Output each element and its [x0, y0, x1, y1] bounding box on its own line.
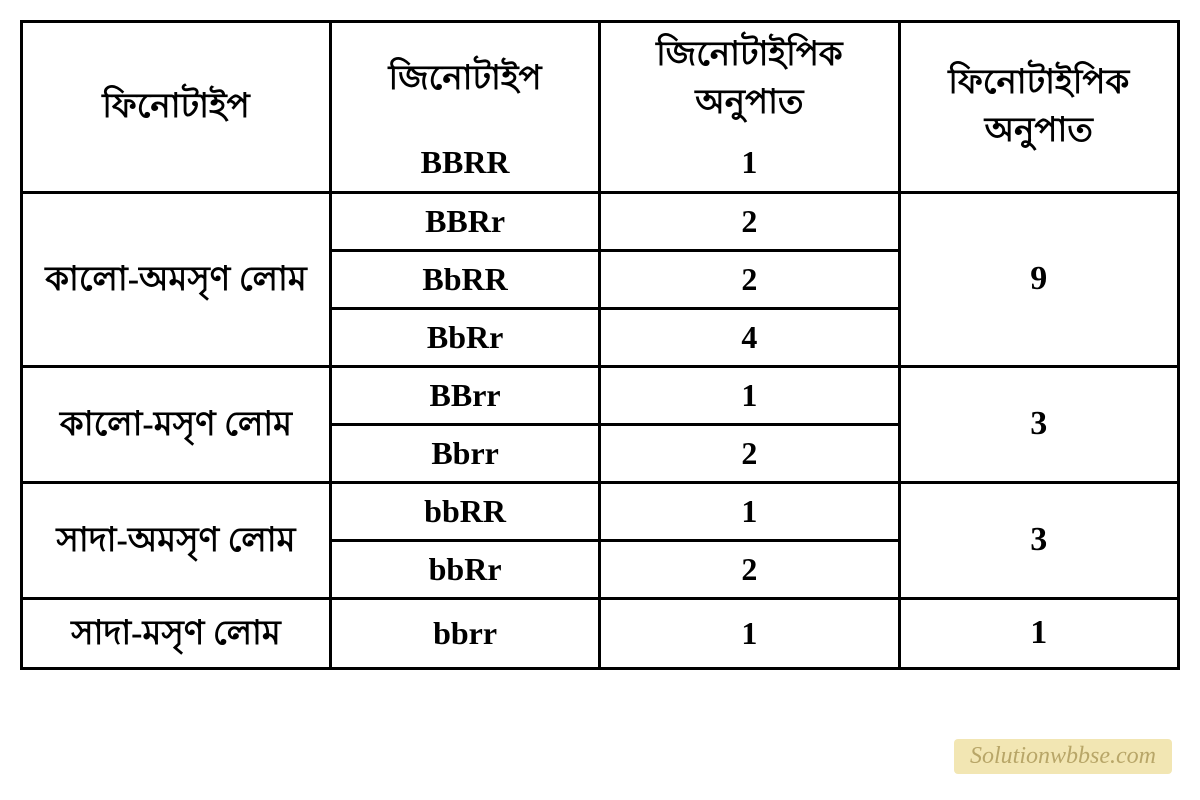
genotypic-ratio-cell: 2 — [600, 192, 899, 250]
table-row: সাদা-অমসৃণ লোম bbRR 1 3 — [22, 482, 1179, 540]
phenotype-cell: সাদা-মসৃণ লোম — [22, 598, 331, 668]
table-row: কালো-মসৃণ লোম BBrr 1 3 — [22, 366, 1179, 424]
genotypic-ratio-cell: 2 — [600, 424, 899, 482]
genotype-cell: bbRR — [330, 482, 599, 540]
genotypic-ratio-cell: 1 — [600, 482, 899, 540]
genotype-cell: BbRR — [330, 250, 599, 308]
table-row: কালো-অমসৃণ লোম BBRr 2 9 — [22, 192, 1179, 250]
genotypic-ratio-cell: 4 — [600, 308, 899, 366]
phenotype-cell: কালো-মসৃণ লোম — [22, 366, 331, 482]
table-row: সাদা-মসৃণ লোম bbrr 1 1 — [22, 598, 1179, 668]
genotype-cell: bbRr — [330, 540, 599, 598]
genotypic-ratio-cell: 2 — [600, 250, 899, 308]
phenotype-cell: কালো-অমসৃণ লোম — [22, 192, 331, 366]
header-genotypic-ratio: জিনোটাইপিক অনুপাত — [600, 22, 899, 135]
phenotypic-ratio-cell: 9 — [899, 192, 1178, 366]
genotype-cell: Bbrr — [330, 424, 599, 482]
genotype-cell: BBRr — [330, 192, 599, 250]
header-phenotypic-ratio: ফিনোটাইপিক অনুপাত — [899, 22, 1178, 193]
header-phenotype: ফিনোটাইপ — [22, 22, 331, 193]
phenotypic-ratio-cell: 3 — [899, 366, 1178, 482]
genotypic-ratio-cell: 2 — [600, 540, 899, 598]
watermark-badge: Solutionwbbse.com — [954, 739, 1172, 774]
phenotypic-ratio-cell: 1 — [899, 598, 1178, 668]
phenotypic-ratio-cell: 3 — [899, 482, 1178, 598]
genotypic-ratio-cell: 1 — [600, 598, 899, 668]
header-genotype: জিনোটাইপ — [330, 22, 599, 135]
table-header-row: ফিনোটাইপ জিনোটাইপ জিনোটাইপিক অনুপাত ফিনো… — [22, 22, 1179, 135]
phenotype-cell: সাদা-অমসৃণ লোম — [22, 482, 331, 598]
genotype-cell: BBRR — [330, 134, 599, 192]
genotypic-ratio-cell: 1 — [600, 366, 899, 424]
genotype-cell: BBrr — [330, 366, 599, 424]
genotypic-ratio-cell: 1 — [600, 134, 899, 192]
genotype-cell: bbrr — [330, 598, 599, 668]
genetics-ratio-table: ফিনোটাইপ জিনোটাইপ জিনোটাইপিক অনুপাত ফিনো… — [20, 20, 1180, 670]
genotype-cell: BbRr — [330, 308, 599, 366]
